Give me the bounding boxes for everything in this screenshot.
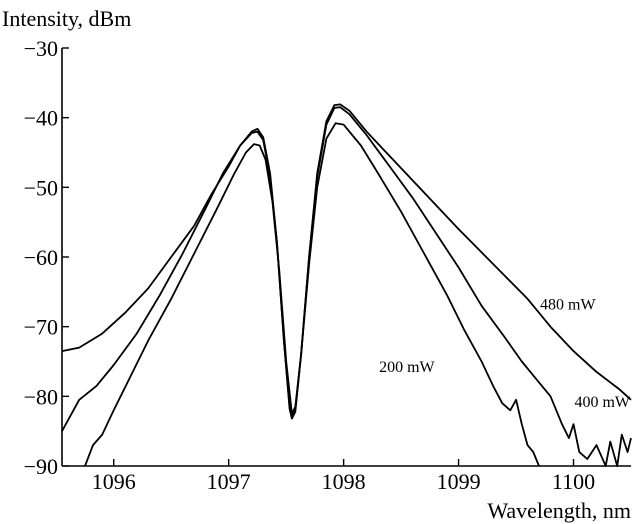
y-axis-title: Intensity, dBm — [2, 6, 131, 31]
x-ticks: 1096 1097 1098 1099 1100 — [92, 459, 595, 494]
series-labels: 480 mW 200 mW 400 mW — [379, 296, 631, 411]
y-tick-label: −80 — [24, 384, 58, 409]
x-tick-label: 1097 — [207, 469, 251, 494]
y-tick-label: −30 — [24, 36, 58, 61]
series-lines — [61, 103, 632, 467]
series-line-1 — [61, 106, 632, 467]
y-tick-label: −70 — [24, 315, 58, 340]
y-tick-label: −40 — [24, 106, 58, 131]
x-tick-label: 1100 — [552, 469, 595, 494]
x-tick-label: 1098 — [322, 469, 366, 494]
x-axis-title: Wavelength, nm — [487, 498, 631, 523]
y-tick-label: −90 — [24, 454, 58, 479]
x-tick-label: 1099 — [437, 469, 481, 494]
y-tick-label: −50 — [24, 175, 58, 200]
x-tick-label: 1096 — [92, 469, 136, 494]
series-label: 200 mW — [379, 359, 435, 376]
series-line-2 — [84, 122, 540, 467]
y-tick-label: −60 — [24, 245, 58, 270]
y-ticks: −30 −40 −50 −60 −70 −80 −90 — [24, 36, 69, 479]
series-label: 400 mW — [574, 394, 630, 411]
series-line-0 — [61, 103, 632, 419]
series-label: 480 mW — [540, 296, 596, 313]
